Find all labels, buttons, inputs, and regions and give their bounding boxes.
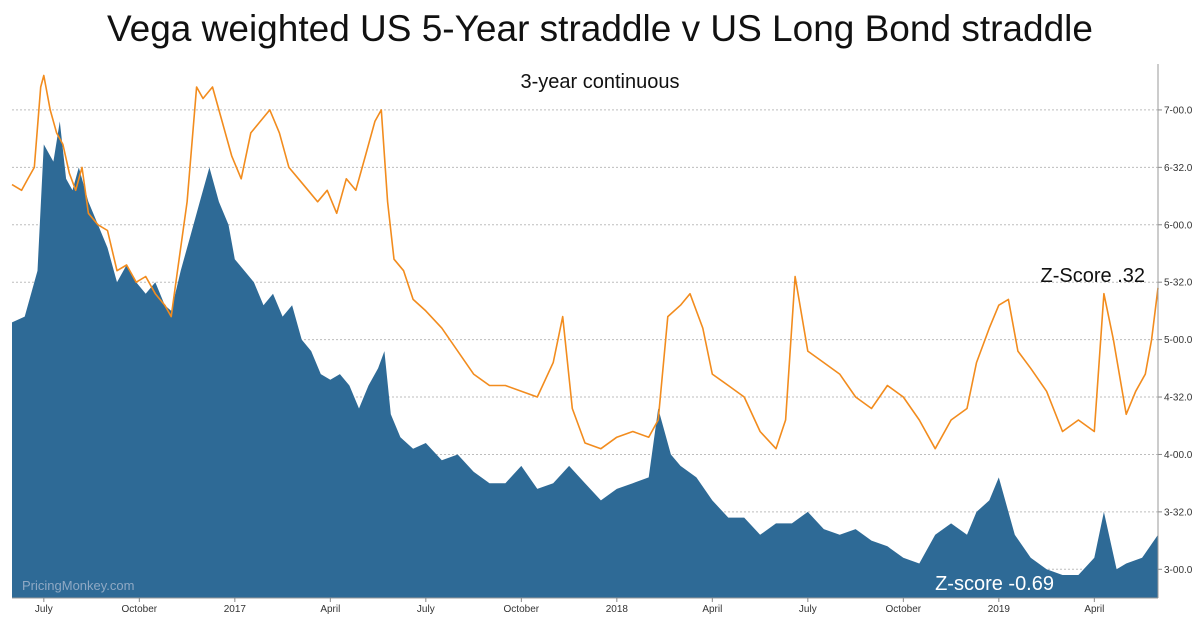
y-tick-label: 4-32.0: [1164, 393, 1193, 404]
y-tick-label: 5-32.0: [1164, 278, 1193, 289]
area-series: [12, 121, 1158, 599]
watermark: PricingMonkey.com: [22, 578, 134, 593]
area-series-fill: [12, 121, 1158, 599]
line-series: [11, 74, 1159, 450]
x-tick-label: July: [799, 604, 817, 615]
chart-text: 3-year continuous Z-Score .32 Z-score -0…: [22, 71, 1145, 595]
annotation-zscore-area: Z-score -0.69: [935, 573, 1054, 595]
x-tick-label: October: [122, 604, 158, 615]
chart-subtitle: 3-year continuous: [521, 71, 680, 93]
axes: 3-00.0 3-32.0 4-00.0 4-32.0 5-00.0 5-32.0 6-00…: [12, 64, 1193, 615]
x-tick-label: April: [320, 604, 340, 615]
annotation-zscore-line: Z-Score .32: [1041, 265, 1145, 287]
x-tick-label: July: [35, 604, 53, 615]
y-tick-label: 7-00.0: [1164, 105, 1193, 116]
y-tick-label: 5-00.0: [1164, 335, 1193, 346]
x-tick-label: 2017: [224, 604, 247, 615]
x-tick-label: 2018: [606, 604, 629, 615]
page-title: Vega weighted US 5-Year straddle v US Lo…: [107, 8, 1093, 49]
y-tick-label: 3-32.0: [1164, 507, 1193, 518]
x-tick-label: April: [1084, 604, 1104, 615]
x-tick-label: October: [504, 604, 540, 615]
x-tick-label: July: [417, 604, 435, 615]
y-tick-label: 4-00.0: [1164, 450, 1193, 461]
x-tick-label: October: [886, 604, 922, 615]
x-tick-label: April: [702, 604, 722, 615]
y-tick-label: 3-00.0: [1164, 565, 1193, 576]
line-series-path: [11, 74, 1159, 450]
x-tick-label: 2019: [988, 604, 1011, 615]
y-tick-label: 6-32.0: [1164, 163, 1193, 174]
y-tick-label: 6-00.0: [1164, 220, 1193, 231]
